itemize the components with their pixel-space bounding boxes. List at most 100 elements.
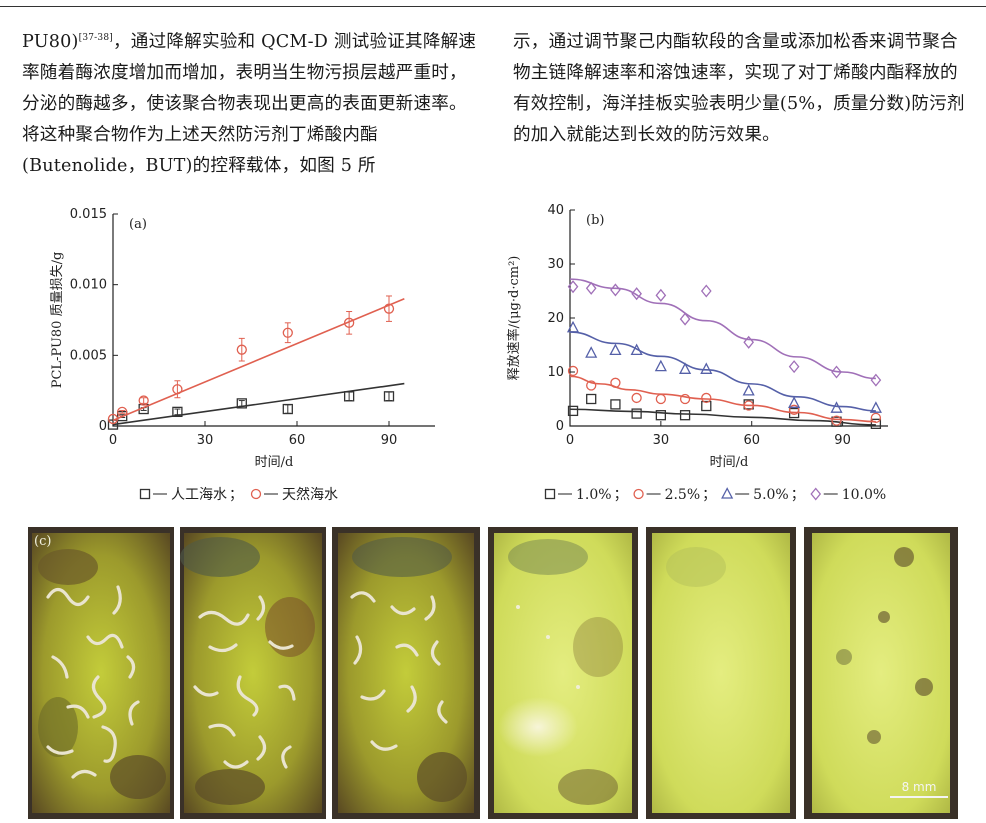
data-point [788,360,800,374]
data-point [655,410,667,421]
panel-photo-1: (c) [28,527,174,819]
series-4 [567,278,882,387]
series-2 [567,365,882,426]
y-tick-label: 0 [99,419,107,434]
data-point [830,401,843,413]
y-tick-label: 0 [556,419,564,434]
data-point [631,408,642,419]
figure-c-panel-photos: (c) [28,527,958,819]
data-point [831,415,842,426]
x-tick-label: 60 [289,433,306,448]
data-point [869,401,882,413]
data-point [107,413,119,425]
data-point [567,365,579,377]
data-point [567,280,579,294]
panel-label: (a) [129,217,147,232]
panel-c-label: (c) [34,534,51,549]
data-point [383,391,395,402]
data-point [631,392,642,404]
legend-label: 天然海水 [282,486,338,503]
data-point [630,343,643,356]
x-axis-label: 时间/d [255,455,294,470]
data-point [679,362,692,374]
data-point [610,283,621,297]
data-point [282,403,293,415]
citation-ref: [37-38] [78,33,113,44]
x-tick-label: 0 [109,433,117,448]
data-point [631,287,642,301]
body-text-left-column: PU80)[37-38]，通过降解实验和 QCM-D 测试验证其降解速率随着酶浓… [22,27,480,182]
panel-photo-6: 8 mm [804,527,958,819]
data-point [138,395,149,406]
data-point [701,400,712,412]
fit-line [112,382,405,426]
legend-marker [721,487,734,499]
data-point [679,393,691,405]
legend-label: 1.0% [576,487,612,503]
data-point [586,393,597,405]
data-point [609,343,622,356]
legend-separator: ； [702,487,716,503]
x-tick-label: 30 [197,433,214,448]
y-tick-label: 0.005 [70,348,107,363]
data-point [282,327,293,338]
data-point [743,335,755,349]
legend-separator: ； [791,487,805,503]
data-point [585,346,598,358]
panel-photo-4 [488,527,638,819]
y-axis-label: PCL-PU80 质量损失/g [50,252,65,389]
data-point [701,392,712,404]
legend: 1.0%； 2.5%； 5.0%； 10.0% [544,487,886,503]
fit-curve [569,278,876,380]
data-point [870,412,882,424]
axis-lines [569,210,888,427]
x-tick-label: 60 [743,433,760,448]
y-tick-label: 20 [547,311,564,326]
panel-label: (b) [586,213,604,228]
data-point [831,365,842,379]
data-point [585,281,597,295]
data-point [610,399,621,410]
data-point [870,373,882,387]
series-2 [107,295,405,425]
data-point [655,393,667,405]
y-tick-label: 10 [547,365,564,380]
data-point [743,400,754,411]
panel-photo-5 [646,527,796,819]
y-tick-label: 0.010 [70,278,107,293]
data-point [172,406,183,418]
legend-marker [544,488,556,500]
data-point [236,398,247,409]
series-3 [566,320,882,413]
y-axis-label: 释放速率/(μg·d·cm²) [506,256,522,381]
data-point [742,384,755,396]
panel-photo-2 [180,527,326,819]
legend-marker [810,487,822,501]
x-tick-label: 30 [653,433,670,448]
legend-label: 2.5% [665,487,701,503]
data-point [654,359,667,372]
data-point [172,384,183,395]
data-point [586,380,597,391]
data-point [655,288,667,302]
data-point [566,320,580,333]
data-point [343,391,355,402]
data-point [117,406,128,418]
legend-marker [633,488,644,500]
legend-separator: ； [614,487,628,503]
y-tick-label: 30 [547,257,564,272]
x-axis-label: 时间/d [710,455,749,470]
data-point [700,362,713,374]
legend-label: 10.0% [842,487,886,503]
x-tick-label: 90 [381,433,398,448]
data-point [679,410,691,421]
legend-separator: ； [229,487,243,503]
series-1 [567,393,882,429]
axis-lines [112,214,435,427]
data-point [788,404,800,415]
data-point [610,377,621,388]
legend: 人工海水； 天然海水 [139,486,338,503]
data-point [870,418,882,429]
legend-marker [139,488,151,500]
x-tick-label: 0 [566,433,574,448]
